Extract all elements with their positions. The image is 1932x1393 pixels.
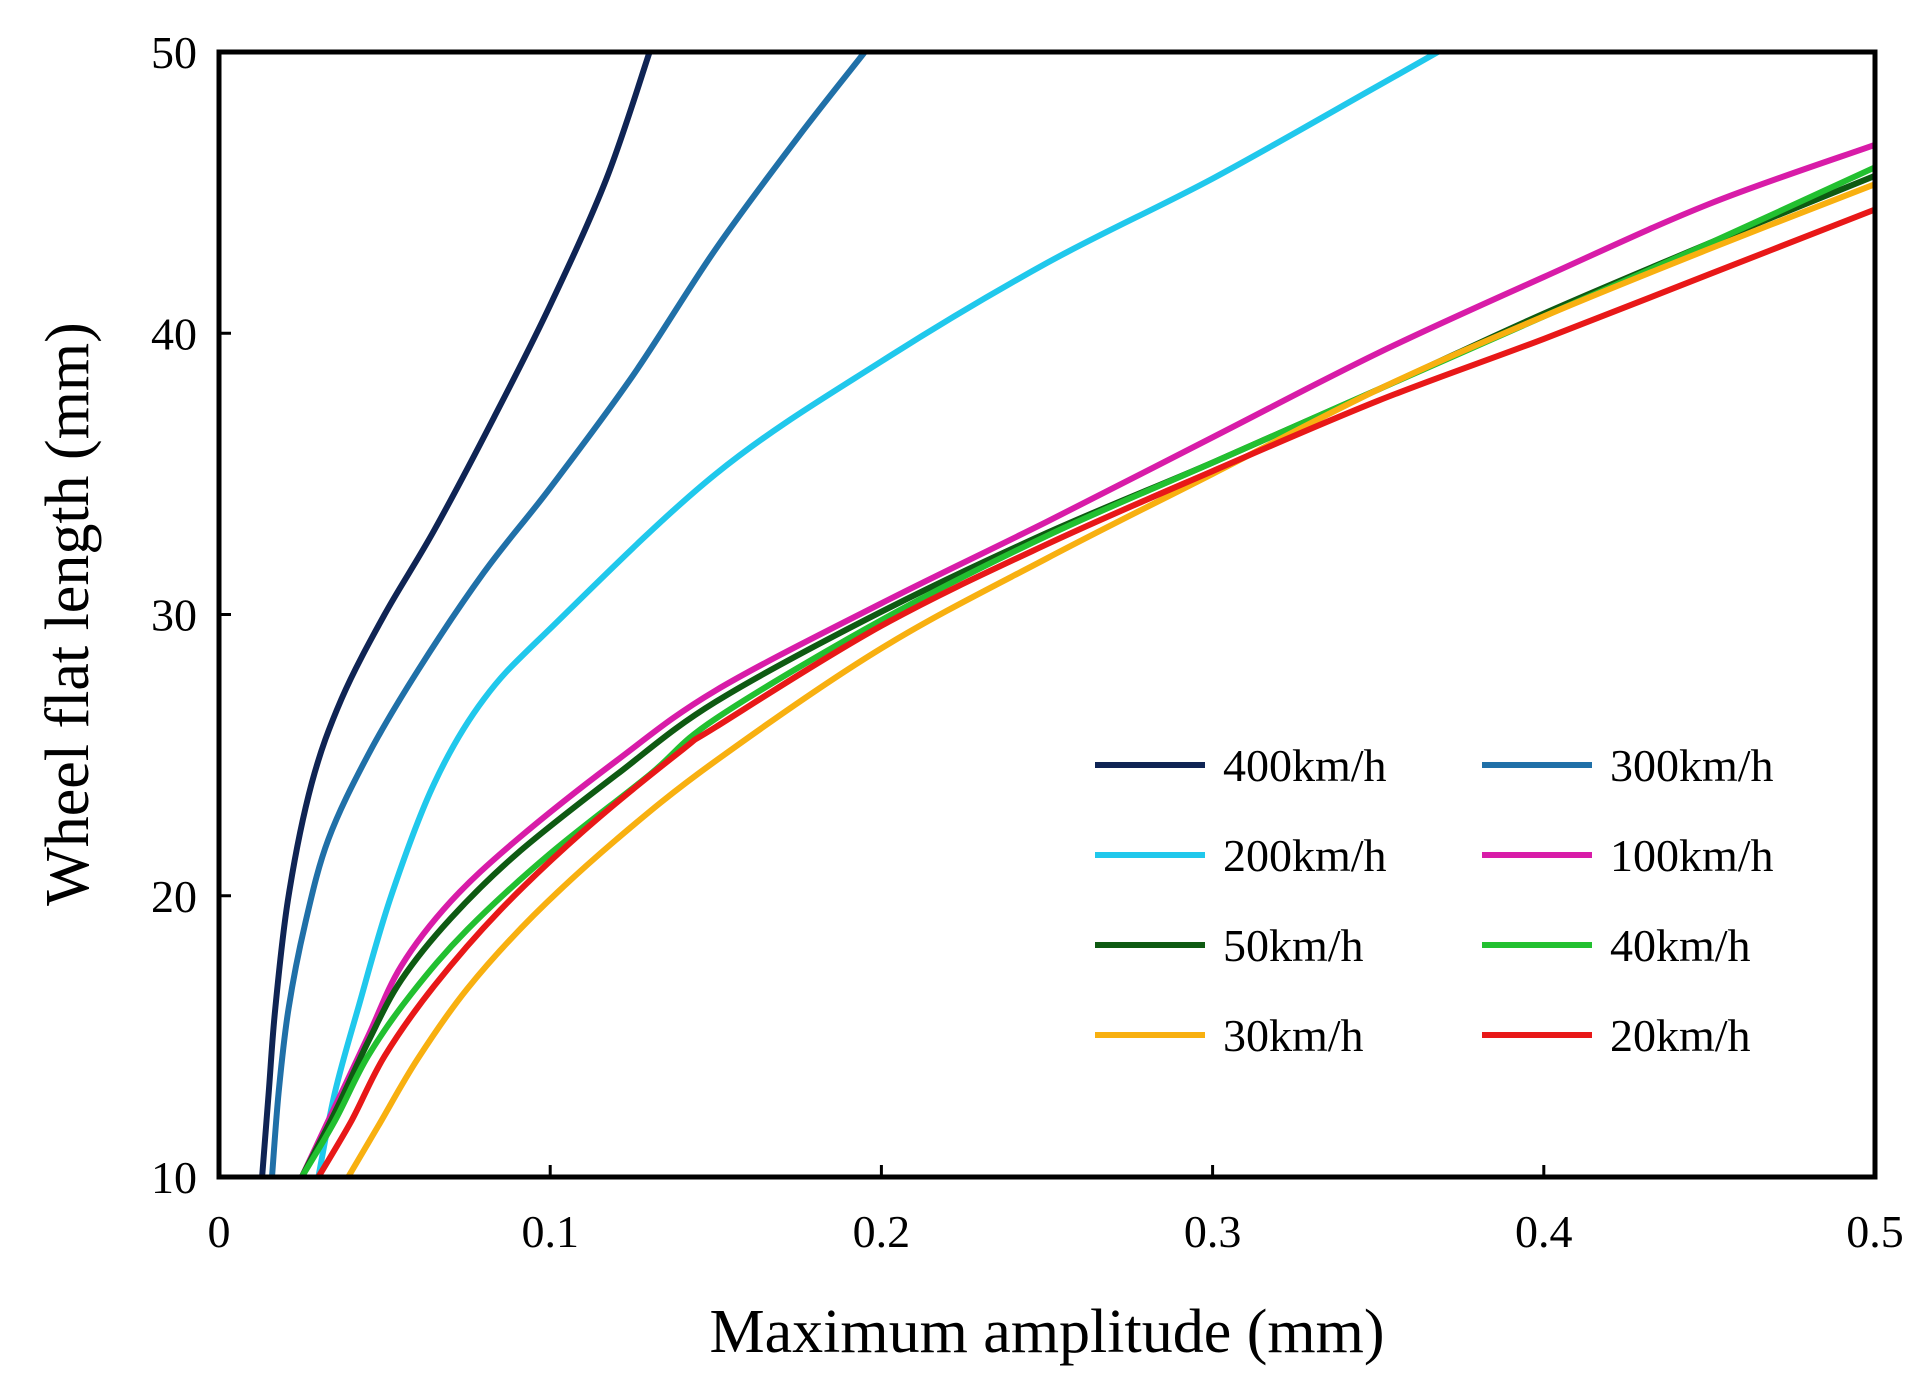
y-tick-label: 10 [151,1152,197,1203]
legend-label: 20km/h [1610,1010,1751,1061]
x-tick-label: 0.2 [853,1206,911,1257]
legend-label: 400km/h [1223,740,1387,791]
series-line-400kmh [259,51,653,1178]
series-line-20kmh [315,206,1877,1179]
legend-label: 50km/h [1223,920,1364,971]
series-line-300kmh [269,50,868,1178]
legend-label: 200km/h [1223,830,1387,881]
y-tick-label: 40 [151,308,197,359]
legend-label: 100km/h [1610,830,1774,881]
legend-label: 40km/h [1610,920,1751,971]
plot-lines [259,49,1877,1179]
x-tick-label: 0.5 [1846,1206,1904,1257]
y-tick-label: 30 [151,590,197,641]
x-tick-label: 0.4 [1515,1206,1573,1257]
y-axis-ticks: 10 20 30 40 50 [151,27,231,1203]
series-line-200kmh [315,49,1440,1178]
x-tick-label: 0.3 [1184,1206,1242,1257]
y-tick-label: 50 [151,27,197,78]
x-tick-label: 0 [208,1206,231,1257]
plot-frame [216,49,1878,1180]
y-axis-title: Wheel flat length (mm) [34,322,102,906]
x-axis-title: Maximum amplitude (mm) [709,1298,1384,1366]
series-line-30kmh [345,181,1877,1179]
legend-label: 300km/h [1610,740,1774,791]
series-line-100kmh [299,141,1877,1179]
x-tick-label: 0.1 [521,1206,579,1257]
y-tick-label: 20 [151,871,197,922]
x-axis-ticks: 0 0.1 0.2 0.3 0.4 0.5 [208,1165,1904,1257]
legend: 400km/h 300km/h 200km/h 100km/h 50km/h 40km/h… [1095,740,1774,1061]
legend-label: 30km/h [1223,1010,1364,1061]
